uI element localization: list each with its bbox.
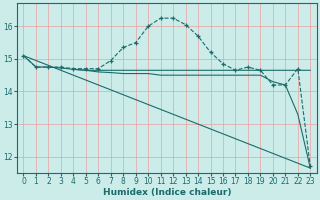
X-axis label: Humidex (Indice chaleur): Humidex (Indice chaleur) bbox=[103, 188, 231, 197]
